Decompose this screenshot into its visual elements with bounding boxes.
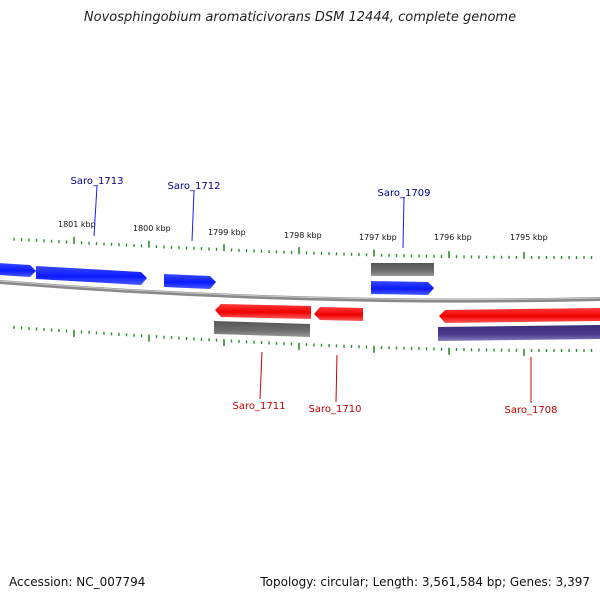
scale-label-1798: 1798 kbp [284, 231, 322, 240]
gene-arrow-saro-1709[interactable] [371, 281, 434, 295]
leader-saro-1713 [93, 185, 98, 237]
scale-ticks-bottom [13, 325, 593, 356]
gene-arrow-saro-1713[interactable] [36, 266, 147, 285]
label-saro-1709[interactable]: Saro_1709 [378, 188, 431, 199]
scale-label-1797: 1797 kbp [359, 233, 397, 242]
leader-saro-1709 [402, 196, 405, 249]
feature-gray-upper[interactable] [371, 263, 434, 276]
genome-backbone-highlight [0, 280, 600, 301]
accession-text: Accession: NC_007794 [9, 575, 146, 589]
leader-saro-1712 [191, 190, 195, 242]
gene-labels: Saro_1713 Saro_1712 Saro_1709 Saro_1711 … [71, 176, 558, 416]
forward-genes [0, 263, 434, 295]
scale-ticks-top [13, 236, 593, 259]
feature-gray-lower[interactable] [214, 321, 310, 337]
feature-purple[interactable] [438, 325, 600, 341]
scale-label-1800: 1800 kbp [133, 224, 171, 233]
label-saro-1710[interactable]: Saro_1710 [309, 404, 362, 415]
label-leaders [93, 185, 532, 403]
genome-backbone [0, 280, 600, 303]
scale-labels: 1801 kbp 1800 kbp 1799 kbp 1798 kbp 1797… [58, 220, 548, 242]
label-saro-1713[interactable]: Saro_1713 [71, 176, 124, 187]
gene-arrow-offscreen-left[interactable] [0, 263, 36, 277]
scale-label-1799: 1799 kbp [208, 228, 246, 237]
leader-saro-1710 [335, 354, 338, 403]
scale-label-1801: 1801 kbp [58, 220, 96, 229]
label-saro-1711[interactable]: Saro_1711 [233, 401, 286, 412]
gene-arrow-saro-1712[interactable] [164, 274, 216, 289]
genome-summary-text: Topology: circular; Length: 3,561,584 bp… [260, 575, 590, 589]
scale-label-1796: 1796 kbp [434, 233, 472, 242]
gene-arrow-saro-1708[interactable] [439, 308, 600, 323]
gene-arrow-saro-1711[interactable] [215, 304, 311, 319]
label-saro-1712[interactable]: Saro_1712 [168, 181, 221, 192]
leader-saro-1711 [259, 351, 263, 400]
gene-arrow-saro-1710[interactable] [314, 307, 363, 321]
scale-label-1795: 1795 kbp [510, 233, 548, 242]
label-saro-1708[interactable]: Saro_1708 [505, 405, 558, 416]
other-features [214, 263, 600, 341]
reverse-genes [215, 304, 600, 323]
genome-title: Novosphingobium aromaticivorans DSM 1244… [83, 10, 517, 25]
